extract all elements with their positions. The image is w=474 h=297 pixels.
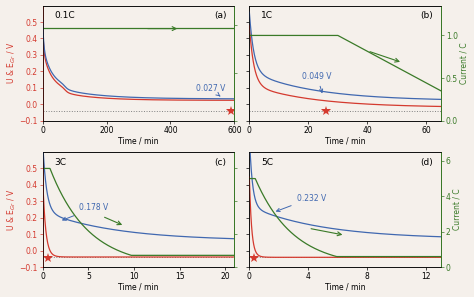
Text: (a): (a) [214,11,227,20]
Y-axis label: U & E$_{Gr}$ / V: U & E$_{Gr}$ / V [6,42,18,84]
Y-axis label: U & E$_{Gr}$ / V: U & E$_{Gr}$ / V [6,188,18,231]
X-axis label: Time / min: Time / min [118,282,159,291]
Text: 0.178 V: 0.178 V [63,203,109,220]
Text: (b): (b) [420,11,433,20]
X-axis label: Time / min: Time / min [325,282,365,291]
Text: 5C: 5C [261,158,273,167]
Text: (d): (d) [420,158,433,167]
Text: 3C: 3C [54,158,66,167]
X-axis label: Time / min: Time / min [118,136,159,145]
Text: (c): (c) [215,158,227,167]
Text: 0.049 V: 0.049 V [302,72,332,93]
Text: 1C: 1C [261,11,273,20]
Y-axis label: Current / C: Current / C [452,189,461,230]
Text: 0.232 V: 0.232 V [276,194,326,211]
X-axis label: Time / min: Time / min [325,136,365,145]
Text: 0.1C: 0.1C [54,11,75,20]
Text: 0.027 V: 0.027 V [196,84,226,96]
Y-axis label: Current / C: Current / C [459,42,468,84]
